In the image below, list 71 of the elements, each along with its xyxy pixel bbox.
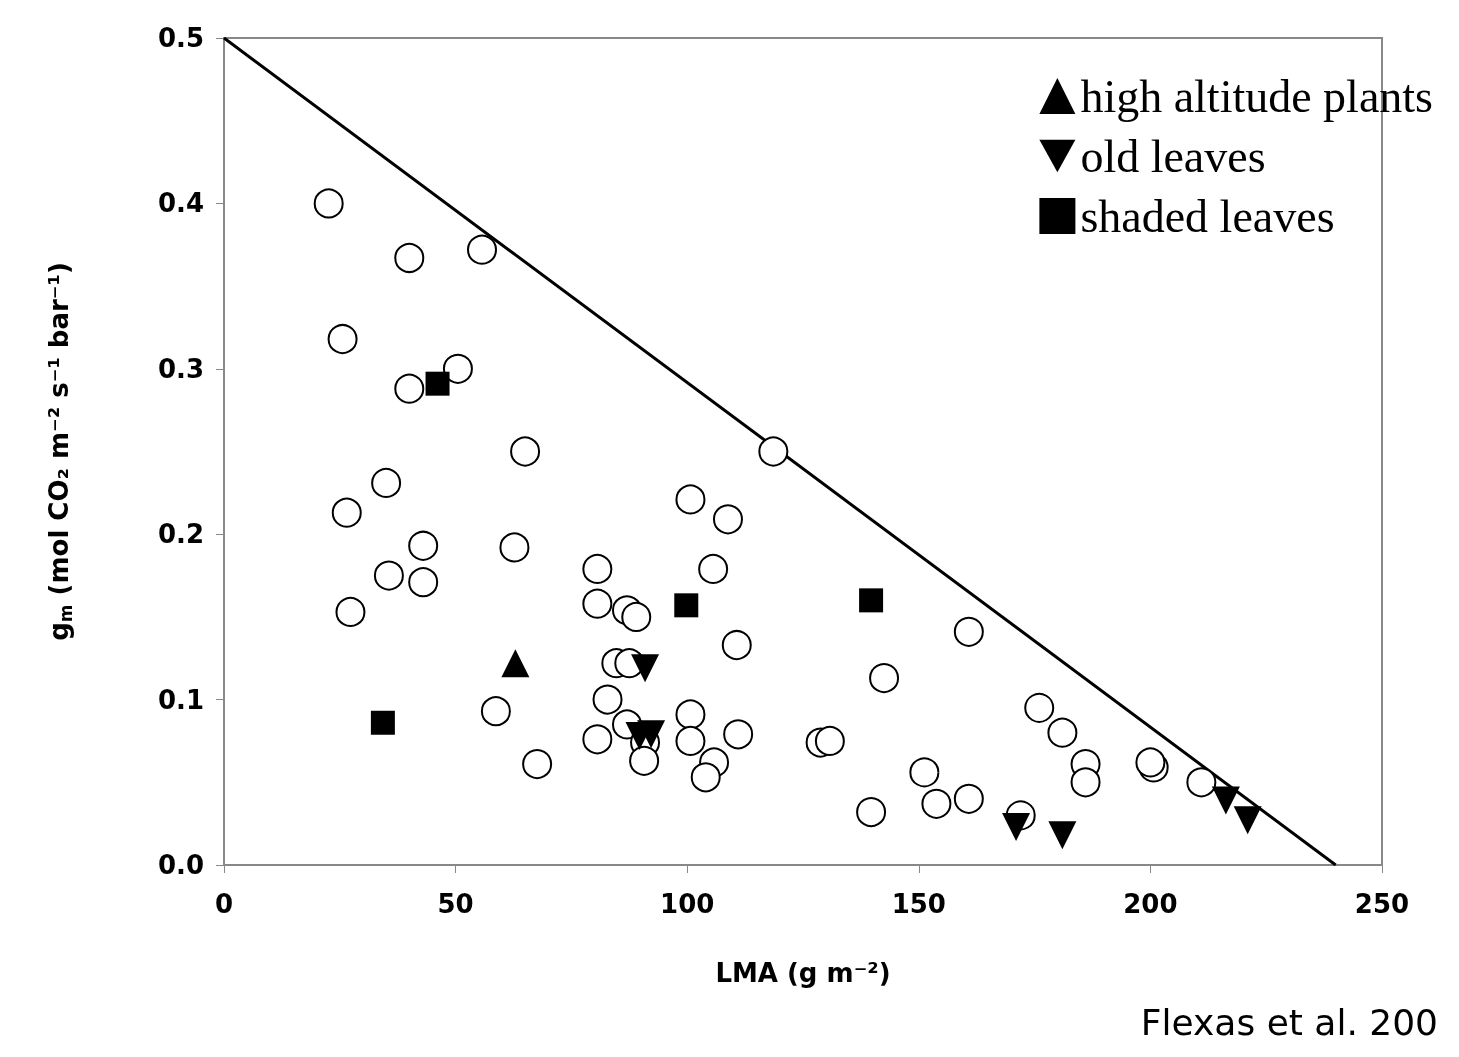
y-tick-label: 0.1 (157, 684, 204, 715)
point (582, 553, 613, 584)
x-tick-label: 50 (437, 889, 474, 919)
legend-label: shaded leaves (1080, 190, 1335, 242)
point (1211, 786, 1240, 815)
point (425, 371, 450, 396)
point (723, 719, 754, 750)
legend-label: high altitude plants (1080, 70, 1434, 122)
point (869, 663, 900, 694)
point (313, 188, 344, 219)
point (1233, 806, 1262, 835)
y-tick-label: 0.4 (157, 188, 204, 219)
point (1070, 767, 1101, 798)
point (327, 324, 358, 355)
point (522, 749, 553, 780)
point (758, 436, 789, 467)
point (675, 484, 706, 515)
point (1186, 767, 1217, 798)
point (394, 242, 425, 273)
point (921, 788, 952, 819)
point (371, 467, 402, 498)
point (408, 530, 439, 561)
y-tick-label: 0.2 (157, 519, 204, 550)
point (501, 649, 530, 678)
x-axis-title: LMA (g m⁻²) (715, 958, 891, 988)
point (467, 234, 497, 265)
point (1048, 821, 1077, 850)
y-tick-label: 0.3 (157, 353, 204, 384)
point (953, 616, 984, 647)
point (582, 588, 613, 619)
x-tick-label: 200 (1123, 889, 1178, 919)
x-tick-label: 250 (1354, 889, 1410, 919)
point (592, 684, 623, 715)
point (631, 654, 660, 683)
point (499, 532, 530, 563)
x-tick-label: 0 (214, 889, 234, 919)
point (629, 745, 660, 776)
point (394, 373, 425, 404)
point (675, 699, 706, 730)
point (442, 353, 473, 384)
x-tick-label: 100 (660, 889, 715, 919)
point (859, 588, 884, 613)
point (698, 553, 729, 584)
point (856, 797, 887, 828)
point (331, 497, 362, 528)
point (408, 567, 439, 598)
y-tick-label: 0.5 (157, 23, 204, 53)
point (621, 601, 652, 632)
point (373, 560, 404, 591)
point (909, 757, 940, 788)
point (637, 720, 666, 749)
point (674, 593, 699, 618)
point (690, 762, 721, 793)
point (1002, 812, 1031, 841)
point (814, 725, 845, 756)
point (953, 783, 984, 814)
point (1024, 692, 1055, 723)
point (335, 596, 366, 627)
point (370, 710, 395, 735)
point (1047, 717, 1078, 748)
x-tick-label: 150 (891, 889, 946, 919)
point (721, 630, 752, 661)
point (675, 725, 706, 756)
y-axis-title: gm (mol CO₂ m⁻² s⁻¹ bar⁻¹) (43, 262, 76, 641)
text: Flexas et al. 200 (1140, 1001, 1439, 1043)
y-tick-label: 0.0 (157, 850, 204, 880)
point (480, 696, 511, 727)
point (510, 436, 541, 467)
point (712, 504, 743, 535)
point (582, 724, 613, 755)
legend-label: old leaves (1080, 130, 1266, 182)
